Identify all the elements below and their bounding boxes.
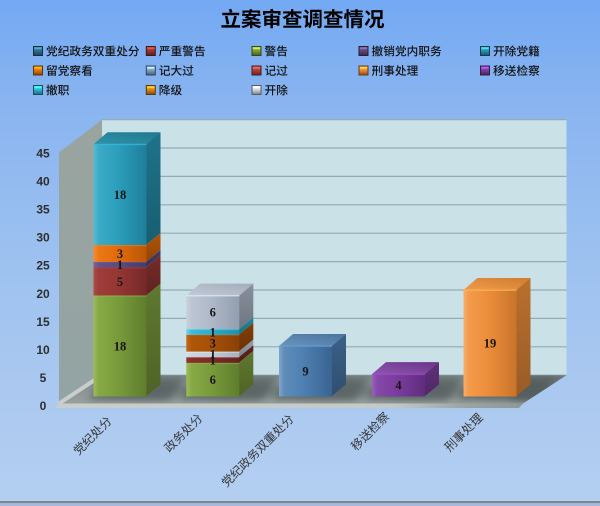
- svg-text:1: 1: [210, 325, 216, 339]
- svg-text:5: 5: [117, 275, 123, 289]
- svg-text:3: 3: [210, 337, 216, 351]
- svg-text:15: 15: [36, 315, 50, 329]
- svg-text:25: 25: [36, 259, 50, 273]
- svg-text:9: 9: [302, 365, 308, 379]
- svg-text:19: 19: [484, 337, 497, 351]
- svg-text:18: 18: [114, 188, 127, 202]
- svg-text:45: 45: [36, 147, 50, 161]
- svg-text:5: 5: [40, 371, 47, 385]
- svg-text:1: 1: [210, 353, 216, 367]
- svg-text:20: 20: [36, 287, 50, 301]
- svg-text:3: 3: [117, 247, 123, 261]
- svg-text:6: 6: [210, 306, 216, 320]
- svg-text:0: 0: [40, 399, 47, 413]
- svg-text:30: 30: [36, 231, 50, 245]
- svg-text:40: 40: [36, 175, 50, 189]
- svg-text:10: 10: [36, 343, 50, 357]
- svg-text:18: 18: [114, 339, 127, 353]
- svg-text:1: 1: [210, 348, 216, 362]
- svg-text:4: 4: [395, 379, 402, 393]
- svg-text:1: 1: [117, 258, 123, 272]
- svg-text:6: 6: [210, 373, 216, 387]
- svg-text:35: 35: [36, 203, 50, 217]
